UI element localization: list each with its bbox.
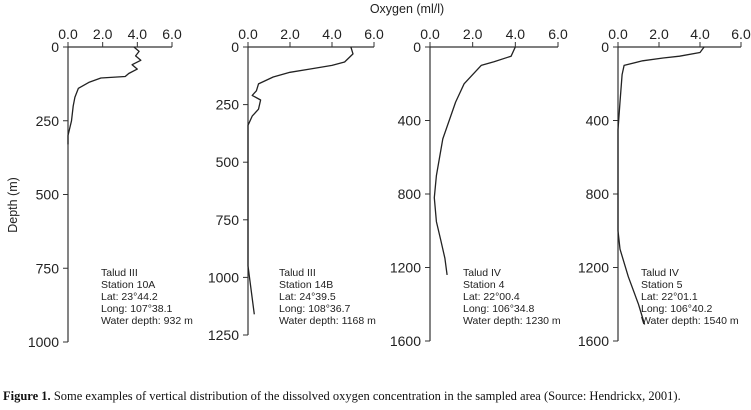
- y-tick-label: 1000: [28, 334, 59, 350]
- y-tick-label: 1200: [390, 260, 421, 276]
- oxygen-profiles-figure: Oxygen (ml/l) Depth (m) 0.0 2.0 4.0 6.0 0 250…: [6, 2, 751, 350]
- x-tick-label: 2.0: [649, 26, 669, 42]
- station-info-line: Talud III: [101, 267, 138, 279]
- caption-text: Some examples of vertical distribution o…: [50, 389, 681, 403]
- x-tick-label: 6.0: [162, 26, 182, 42]
- station-info-line: Water depth: 932 m: [101, 315, 193, 327]
- panel-4: 0.0 2.0 4.0 6.0 0 400 800 1200 1600 Talud IVStati…: [578, 26, 751, 349]
- x-tick-label: 0.0: [420, 26, 440, 42]
- x-tick-label: 6.0: [731, 26, 751, 42]
- x-tick-label: 4.0: [128, 26, 148, 42]
- station-info-line: Station 10A: [101, 279, 155, 291]
- oxygen-profile-line: [617, 46, 705, 325]
- station-info-line: Station 4: [463, 279, 505, 291]
- y-tick-label: 250: [216, 97, 240, 113]
- station-info-line: Lat: 22°00.4: [463, 291, 520, 303]
- y-tick-label: 800: [398, 186, 422, 202]
- station-info-line: Water depth: 1168 m: [279, 315, 376, 327]
- y-tick-label: 400: [398, 113, 422, 129]
- y-tick-label: 1600: [390, 333, 421, 349]
- oxygen-profile-line: [67, 46, 142, 145]
- station-info-line: Talud IV: [641, 267, 679, 279]
- panel-3: 0.0 2.0 4.0 6.0 0 400 800 1200 1600 Talud IVStati…: [390, 26, 568, 349]
- y-tick-label: 500: [216, 154, 240, 170]
- y-tick-label: 750: [36, 260, 60, 276]
- station-info-line: Lat: 24°39.5: [279, 291, 336, 303]
- oxygen-profile-line: [433, 46, 516, 275]
- y-tick-label: 400: [586, 113, 610, 129]
- station-info-line: Long: 107°38.1: [101, 303, 173, 315]
- x-tick-label: 2.0: [93, 26, 113, 42]
- station-info-line: Station 5: [641, 279, 683, 291]
- station-info-line: Lat: 22°01.1: [641, 291, 698, 303]
- y-tick-label: 1600: [578, 333, 609, 349]
- station-info-line: Water depth: 1230 m: [463, 315, 561, 327]
- y-tick-label: 800: [586, 186, 610, 202]
- x-tick-label: 0.0: [608, 26, 628, 42]
- station-info-line: Talud III: [279, 267, 316, 279]
- y-tick-label: 0: [413, 39, 421, 55]
- y-tick-label: 250: [36, 113, 60, 129]
- y-tick-label: 0: [601, 39, 609, 55]
- figure-caption: Figure 1. Some examples of vertical dist…: [3, 389, 751, 404]
- top-axis-title: Oxygen (ml/l): [370, 2, 444, 16]
- station-info-line: Lat: 23°44.2: [101, 291, 158, 303]
- caption-label: Figure 1.: [3, 389, 51, 403]
- y-tick-label: 500: [36, 187, 60, 203]
- x-tick-label: 4.0: [506, 26, 526, 42]
- x-tick-label: 4.0: [322, 26, 342, 42]
- oxygen-profile-line: [247, 46, 354, 315]
- station-info-line: Long: 106°34.8: [463, 303, 535, 315]
- y-axis-title: Depth (m): [6, 177, 20, 233]
- x-tick-label: 4.0: [690, 26, 710, 42]
- station-info-line: Station 14B: [279, 279, 333, 291]
- x-tick-label: 6.0: [548, 26, 568, 42]
- x-tick-label: 0.0: [238, 26, 258, 42]
- y-tick-label: 1000: [208, 269, 239, 285]
- x-tick-label: 2.0: [463, 26, 483, 42]
- station-info-line: Long: 108°36.7: [279, 303, 351, 315]
- x-tick-label: 2.0: [280, 26, 300, 42]
- y-tick-label: 0: [51, 39, 59, 55]
- y-tick-label: 1250: [208, 327, 239, 343]
- panel-2: 0.0 2.0 4.0 6.0 0 250 500 750 1000 1250 Talud IIIS…: [208, 26, 384, 343]
- station-info-line: Long: 106°40.2: [641, 303, 713, 315]
- x-tick-label: 0.0: [58, 26, 78, 42]
- y-tick-label: 0: [231, 39, 239, 55]
- station-info-line: Talud IV: [463, 267, 501, 279]
- x-tick-label: 6.0: [364, 26, 384, 42]
- panel-1: 0.0 2.0 4.0 6.0 0 250 500 750 1000 Talud IIIStati…: [28, 26, 193, 350]
- y-tick-label: 750: [216, 212, 240, 228]
- station-info-line: Water depth: 1540 m: [641, 315, 739, 327]
- y-tick-label: 1200: [578, 260, 609, 276]
